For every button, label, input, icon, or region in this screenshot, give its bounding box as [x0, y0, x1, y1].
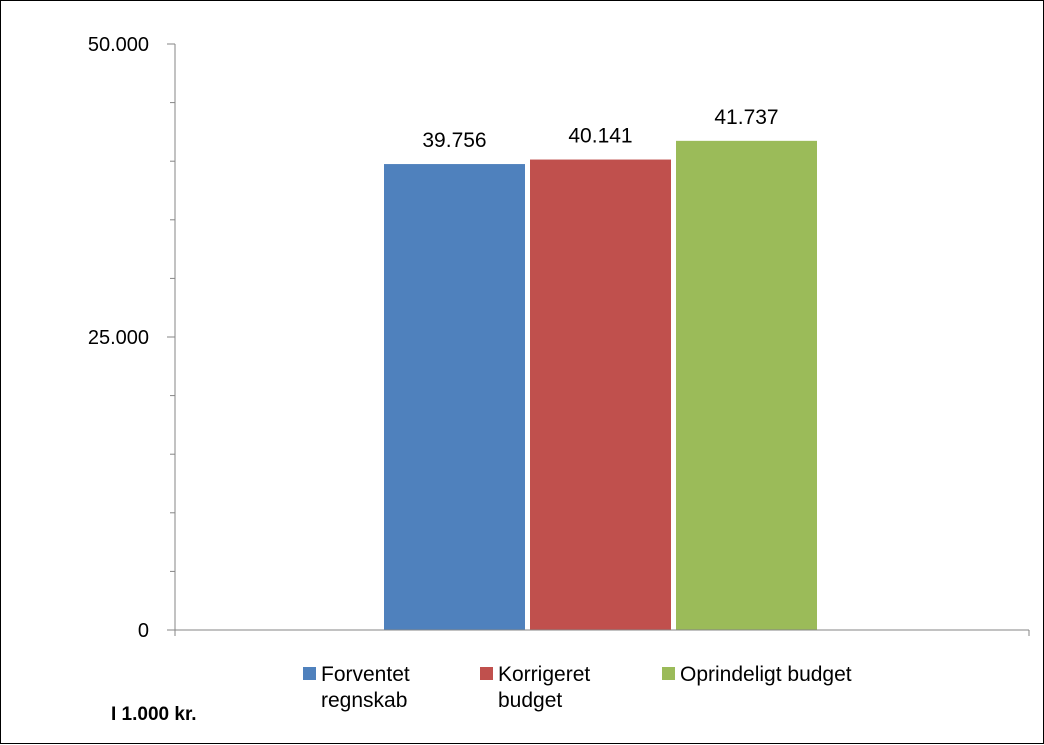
legend-item-korrigeret: Korrigeret budget	[480, 662, 662, 714]
data-label: 41.737	[714, 106, 778, 129]
y-tick-label: 0	[138, 620, 149, 642]
data-label: 39.756	[422, 129, 486, 152]
bar-1	[384, 164, 525, 630]
bar-2	[530, 159, 671, 630]
y-tick-label: 25.000	[88, 327, 149, 349]
legend-label: Forventet regnskab	[321, 663, 410, 712]
legend-swatch	[662, 667, 675, 680]
bar-3	[676, 140, 817, 631]
unit-note: I 1.000 kr.	[111, 704, 197, 725]
legend-item-oprindeligt: Oprindeligt budget	[662, 662, 852, 714]
legend: Forventet regnskab Korrigeret budget Opr…	[303, 662, 852, 714]
legend-swatch	[303, 667, 316, 680]
legend-swatch	[480, 667, 493, 680]
legend-item-forventet: Forventet regnskab	[303, 662, 480, 714]
data-label: 40.141	[568, 125, 632, 148]
y-tick-label: 50.000	[88, 34, 149, 56]
legend-label: Oprindeligt budget	[680, 663, 852, 686]
legend-label: Korrigeret budget	[498, 663, 591, 712]
